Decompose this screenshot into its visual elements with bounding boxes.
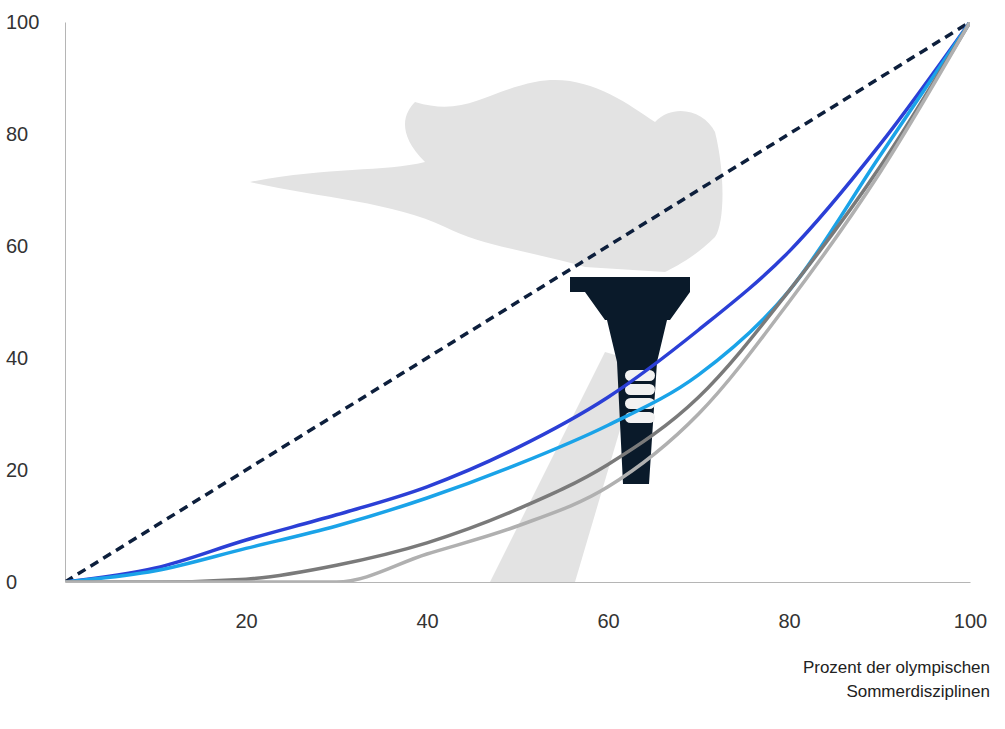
x-tick: 80 [778, 582, 800, 632]
y-axis-line [65, 23, 66, 583]
y-axis: 0 20 40 60 80 100 [6, 11, 66, 593]
finger [625, 384, 655, 395]
series-line [65, 22, 970, 582]
y-tick-label: 40 [6, 347, 28, 369]
y-tick: 80 [6, 123, 65, 145]
torch-illustration [250, 80, 723, 582]
x-tick-label: 40 [416, 610, 438, 632]
x-axis: 20 40 60 80 100 [66, 582, 988, 632]
x-tick: 20 [235, 582, 257, 632]
x-tick-label: 20 [235, 610, 257, 632]
y-tick-label: 20 [6, 459, 28, 481]
series-line [65, 22, 970, 582]
x-tick-label: 60 [597, 610, 619, 632]
x-tick: 40 [416, 582, 438, 632]
x-axis-title: Prozent der olympischen Sommerdisziplinen [803, 658, 990, 701]
x-axis-title-line: Prozent der olympischen [803, 658, 990, 677]
y-tick-label: 100 [6, 11, 39, 33]
x-tick: 60 [597, 582, 619, 632]
x-axis-title-line: Sommerdisziplinen [846, 682, 990, 701]
torch-head [570, 277, 690, 320]
x-tick-label: 100 [954, 610, 987, 632]
x-tick: 100 [954, 582, 987, 632]
y-tick: 40 [6, 347, 65, 369]
y-tick: 100 [6, 11, 65, 33]
lines [65, 22, 970, 582]
series-line [65, 22, 970, 582]
y-tick-label: 0 [6, 571, 17, 593]
x-axis-line [66, 582, 971, 583]
y-tick-label: 80 [6, 123, 28, 145]
x-tick-label: 80 [778, 610, 800, 632]
y-tick: 20 [6, 459, 65, 481]
plot: 20 40 60 80 100 0 20 40 60 80 100 [6, 11, 987, 632]
y-tick-label: 60 [6, 235, 28, 257]
series-line [65, 22, 970, 582]
y-tick: 60 [6, 235, 65, 257]
series-line [65, 22, 970, 582]
y-tick: 0 [6, 571, 65, 593]
flame [250, 80, 723, 272]
chart: 20 40 60 80 100 0 20 40 60 80 100 Prozent der olymp… [0, 0, 1005, 729]
